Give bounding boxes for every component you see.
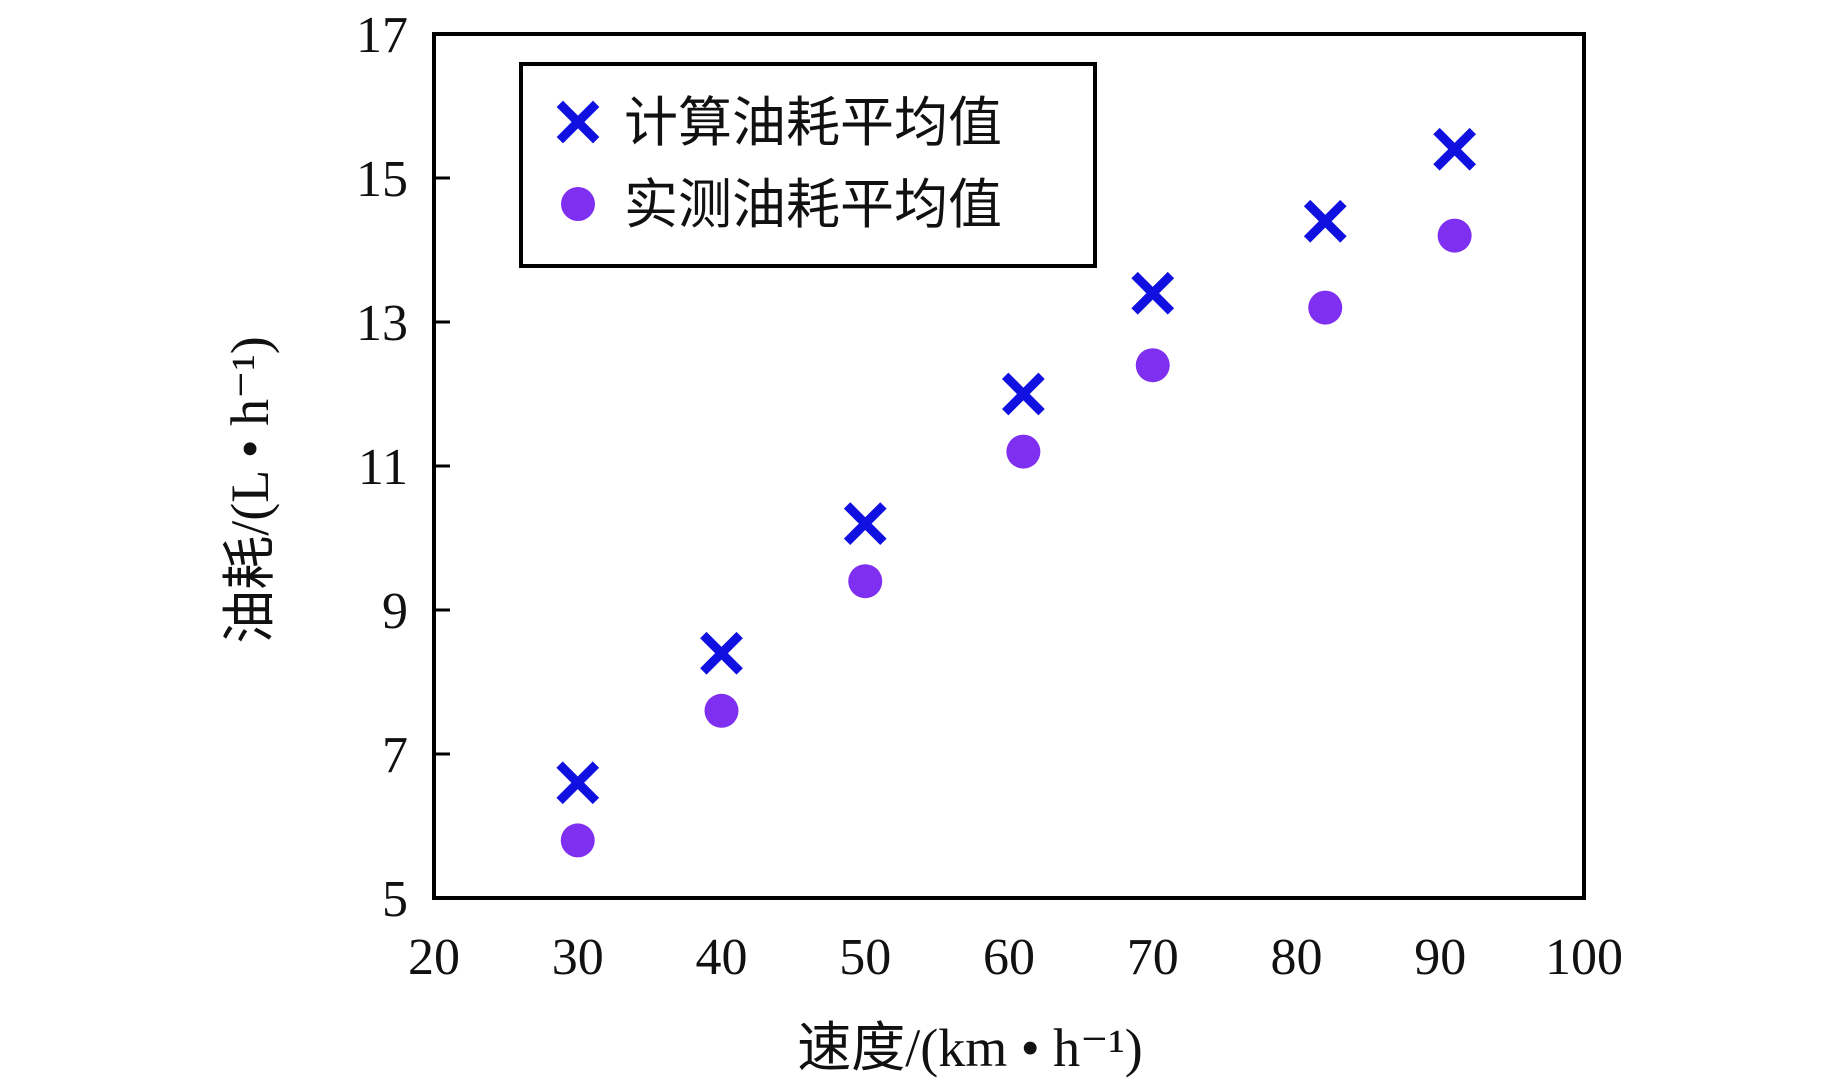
x-tick-label: 70 xyxy=(1127,929,1179,986)
measured-point xyxy=(1006,434,1041,469)
calculated-point xyxy=(556,761,600,805)
legend-box xyxy=(519,62,1097,268)
y-axis-title: 油耗/(L • h⁻¹) xyxy=(220,336,280,644)
y-tick-label: 15 xyxy=(356,151,408,208)
ticks-layer: 5 7 9 11 13 15 17 20 30 40 50 60 70 80 90 100 xyxy=(356,7,1623,986)
legend-label: 计算油耗平均值 xyxy=(624,93,1002,153)
measured-point xyxy=(848,564,883,599)
x-tick-label: 100 xyxy=(1545,929,1623,986)
y-tick-label: 13 xyxy=(356,295,408,352)
x-axis-title: 速度/(km • h⁻¹) xyxy=(797,1018,1143,1078)
x-tick-label: 20 xyxy=(408,929,460,986)
x-tick-label: 50 xyxy=(839,929,891,986)
y-tick-label: 5 xyxy=(382,871,408,928)
measured-point xyxy=(560,823,595,858)
calculated-point xyxy=(1131,271,1175,315)
x-tick-label: 90 xyxy=(1414,929,1466,986)
legend-circle-marker xyxy=(561,187,595,221)
points-layer xyxy=(556,127,1476,858)
calculated-point xyxy=(843,502,887,545)
measured-point xyxy=(1135,348,1170,383)
x-tick-label: 60 xyxy=(983,929,1035,986)
y-tick-label: 7 xyxy=(382,727,408,784)
x-tick-label: 30 xyxy=(552,929,604,986)
y-tick-label: 11 xyxy=(358,439,408,496)
calculated-point xyxy=(1433,127,1476,171)
y-tick-label: 9 xyxy=(382,583,408,640)
calculated-point xyxy=(700,631,743,675)
legend-label: 实测油耗平均值 xyxy=(624,175,1002,235)
x-tick-label: 80 xyxy=(1271,929,1323,986)
calculated-point xyxy=(1002,372,1045,416)
legend-x-marker xyxy=(556,100,600,144)
measured-point xyxy=(704,693,739,728)
measured-point xyxy=(1308,290,1343,325)
y-tick-label: 17 xyxy=(356,7,408,64)
calculated-point xyxy=(1303,199,1347,243)
x-tick-label: 40 xyxy=(696,929,748,986)
measured-point xyxy=(1437,218,1472,253)
